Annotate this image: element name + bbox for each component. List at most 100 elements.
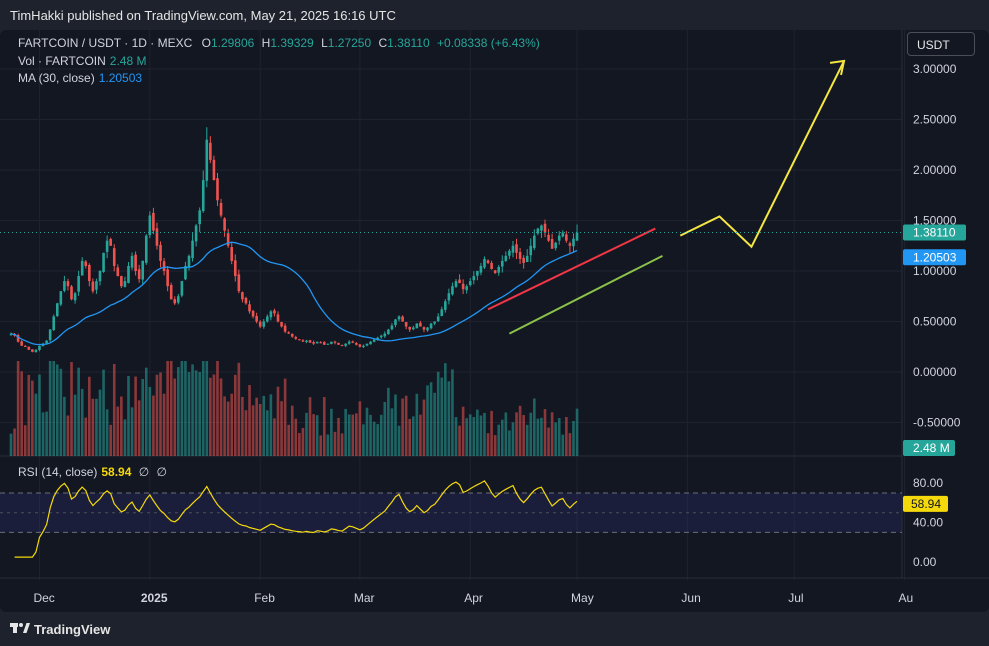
volume-bar — [347, 414, 351, 456]
footer-bar: TradingView — [0, 612, 989, 646]
ma-value-tag — [903, 249, 966, 266]
candle-body — [258, 321, 262, 327]
volume-tag-text: 2.48 M — [913, 441, 950, 455]
candle-body — [333, 341, 337, 343]
candle-body — [390, 325, 394, 330]
candle-body — [351, 341, 355, 343]
volume-bar — [358, 401, 362, 456]
volume-label[interactable]: Vol · FARTCOIN — [18, 54, 106, 68]
upper-trendline — [487, 227, 656, 311]
volume-bar — [209, 377, 212, 456]
volume-bar — [461, 406, 465, 456]
volume-bar — [365, 407, 369, 456]
candle-body — [468, 281, 472, 286]
volume-bar — [390, 408, 394, 456]
ma-line — [10, 241, 578, 346]
candle-body — [155, 228, 159, 246]
volume-bar — [315, 415, 319, 456]
candle-body — [483, 258, 486, 268]
candle-body — [241, 292, 244, 300]
candle-body — [444, 301, 447, 310]
candle-body — [383, 333, 387, 337]
volume-bar — [554, 422, 557, 456]
candle-body — [223, 218, 226, 231]
candle-body — [169, 285, 173, 300]
volume-bar — [362, 424, 365, 456]
candle-body — [55, 303, 59, 317]
candle-body — [290, 333, 294, 337]
candle-body — [141, 260, 145, 280]
candle-body — [401, 316, 404, 322]
candle-body — [529, 245, 533, 256]
volume-bar — [483, 412, 486, 456]
candle-body — [465, 286, 468, 291]
volume-bar — [84, 417, 88, 456]
tradingview-logo-icon — [10, 623, 30, 633]
candle-body — [205, 139, 209, 181]
volume-bar — [486, 433, 490, 456]
currency-button[interactable]: USDT — [907, 32, 975, 56]
volume-bar — [401, 398, 404, 456]
symbol-title[interactable]: FARTCOIN / USDT · 1D · MEXC — [18, 36, 193, 50]
candle-body — [397, 316, 401, 320]
volume-bar — [280, 401, 283, 456]
volume-bar — [116, 406, 120, 456]
candle-body — [387, 329, 390, 335]
volume-bar — [201, 361, 205, 456]
volume-bar — [344, 408, 347, 456]
candle-body — [426, 327, 429, 331]
volume-bar — [404, 395, 408, 456]
volume-bar — [144, 367, 148, 456]
candle-body — [152, 212, 155, 231]
open-value: 1.29806 — [210, 36, 255, 50]
volume-bar — [155, 374, 159, 456]
change-value: +0.08338 (+6.43%) — [437, 36, 540, 50]
volume-bar — [444, 363, 447, 456]
candle-body — [112, 248, 116, 266]
candle-body — [508, 250, 511, 256]
volume-bar — [105, 409, 109, 456]
candle-body — [525, 255, 529, 263]
low-label: L — [321, 36, 328, 50]
price-tick-label: 0.00000 — [913, 365, 957, 379]
volume-bar — [557, 418, 561, 456]
price-tick-label: 2.50000 — [913, 113, 957, 127]
volume-bar — [184, 361, 187, 456]
volume-bar — [305, 412, 308, 456]
volume-bar — [440, 377, 444, 456]
ma-legend: MA (30, close) 1.20503 — [18, 71, 142, 85]
candle-body — [511, 245, 515, 253]
volume-bar — [255, 397, 258, 456]
chart-panel[interactable]: 3.00000 2.50000 2.00000 1.50000 1.00000 0.500… — [0, 30, 989, 612]
volume-bar — [550, 412, 554, 456]
candle-body — [201, 180, 205, 212]
volume-bar — [572, 420, 575, 456]
candle-body — [91, 281, 95, 292]
volume-bar — [422, 399, 426, 456]
candle-body — [27, 346, 31, 350]
volume-bar — [490, 410, 493, 456]
volume-bar — [169, 361, 173, 456]
volume-bar — [112, 364, 116, 456]
volume-bar — [429, 382, 433, 456]
candle-body — [283, 325, 287, 332]
volume-bar — [447, 381, 451, 456]
volume-bar — [248, 385, 251, 456]
volume-bar — [73, 394, 77, 456]
volume-bar — [419, 414, 422, 456]
time-axis-label: Apr — [464, 591, 483, 605]
rsi-label[interactable]: RSI (14, close) — [18, 465, 98, 479]
chart-canvas[interactable]: 3.00000 2.50000 2.00000 1.50000 1.00000 0.500… — [0, 30, 989, 612]
candle-body — [123, 281, 127, 287]
ma-label[interactable]: MA (30, close) — [18, 71, 95, 85]
candle-body — [102, 252, 105, 272]
candle-body — [372, 339, 376, 342]
volume-bar — [351, 414, 355, 456]
last-price-tag — [903, 224, 966, 241]
candle-body — [34, 349, 38, 353]
volume-bar — [326, 434, 330, 456]
candle-body — [198, 210, 201, 225]
volume-bar — [244, 410, 248, 456]
candle-body — [166, 269, 169, 287]
volume-bar — [547, 427, 550, 456]
